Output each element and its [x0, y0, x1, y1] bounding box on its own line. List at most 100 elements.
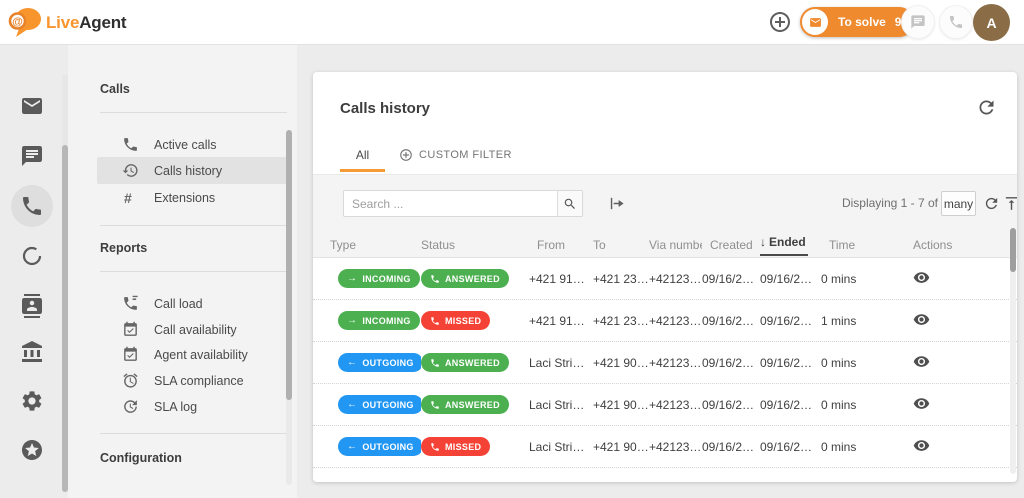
view-call-button[interactable]: [913, 437, 930, 454]
rail-bank-icon[interactable]: [20, 340, 44, 364]
top-bar: @ LiveAgent To solve 9 A: [0, 0, 1024, 45]
cell-ended: 09/16/2…: [760, 439, 813, 454]
rail-scrollbar-thumb[interactable]: [62, 145, 68, 492]
column-header-status[interactable]: Status: [421, 238, 456, 252]
avatar[interactable]: A: [973, 4, 1010, 41]
cell-time: 0 mins: [821, 271, 857, 286]
add-button[interactable]: [768, 10, 792, 34]
phone-icon: [430, 400, 440, 410]
search-button[interactable]: [557, 191, 582, 216]
phone-icon: [430, 274, 440, 284]
call-type-badge: ← OUTGOING: [338, 437, 421, 456]
eye-icon: [913, 269, 930, 286]
table-row[interactable]: → INCOMING ANSWERED +421 91… +421 23… +42…: [313, 258, 1017, 300]
plus-circle-icon: [399, 148, 413, 162]
cell-to: +421 90…: [593, 355, 649, 370]
sidebar-item-active-calls[interactable]: Active calls: [97, 131, 290, 158]
nav-scrollbar-thumb[interactable]: [286, 130, 292, 400]
column-header-type[interactable]: Type: [330, 238, 357, 252]
chats-button[interactable]: [901, 5, 935, 39]
rail-mail-icon[interactable]: [20, 94, 44, 118]
column-header-created[interactable]: Created: [710, 238, 753, 252]
eye-icon: [913, 311, 930, 328]
view-call-button[interactable]: [913, 269, 930, 286]
column-header-ended[interactable]: ↓ Ended: [760, 235, 821, 256]
nav-scrollbar[interactable]: [286, 130, 292, 485]
cell-created: 09/16/2…: [702, 355, 755, 370]
sidebar-item-agent-availability[interactable]: Agent availability: [97, 341, 290, 368]
liveagent-logo[interactable]: @ LiveAgent: [8, 6, 127, 39]
cell-time: 1 mins: [821, 313, 857, 328]
cell-created: 09/16/2…: [702, 313, 755, 328]
phone-icon: [430, 442, 440, 452]
rail-phone-icon[interactable]: [20, 194, 44, 218]
view-call-button[interactable]: [913, 395, 930, 412]
cell-time: 0 mins: [821, 355, 857, 370]
call-type-badge: ← OUTGOING: [338, 353, 421, 372]
table-body: → INCOMING ANSWERED +421 91… +421 23… +42…: [313, 258, 1017, 468]
cell-time: 0 mins: [821, 397, 857, 412]
cell-via: +42123…: [649, 271, 702, 286]
table-scrollbar[interactable]: [1010, 228, 1016, 474]
rail-chat-icon[interactable]: [20, 144, 44, 168]
tab-all[interactable]: All: [355, 148, 370, 162]
column-header-actions: Actions: [913, 238, 953, 252]
sidebar-item-calls-history[interactable]: Calls history: [97, 157, 290, 184]
call-status-badge: MISSED: [421, 311, 491, 330]
calendar-check-icon: [122, 321, 139, 338]
rail-contacts-icon[interactable]: [20, 294, 44, 318]
phone-load-icon: [122, 295, 139, 312]
forward-filter-icon[interactable]: [608, 195, 625, 212]
call-type-badge: → INCOMING: [338, 269, 420, 288]
cell-to: +421 23…: [593, 271, 649, 286]
calls-button[interactable]: [939, 5, 973, 39]
sort-desc-icon: ↓: [760, 234, 766, 249]
divider: [100, 271, 287, 272]
phone-icon: [430, 316, 440, 326]
cell-ended: 09/16/2…: [760, 397, 813, 412]
table-scrollbar-thumb[interactable]: [1010, 228, 1016, 272]
sidebar-item-extensions[interactable]: # Extensions: [124, 189, 216, 206]
cell-from: +421 91…: [529, 313, 585, 328]
total-count-box[interactable]: many: [941, 191, 976, 216]
sidebar-item-sla-log[interactable]: SLA log: [97, 393, 290, 420]
cell-via: +42123…: [649, 397, 702, 412]
view-call-button[interactable]: [913, 311, 930, 328]
table-toolbar: Displaying 1 - 7 of many: [313, 174, 1017, 258]
sidebar-item-call-load[interactable]: Call load: [97, 290, 290, 317]
divider: [100, 225, 287, 226]
to-solve-button[interactable]: To solve 9: [800, 7, 915, 37]
table-row[interactable]: ← OUTGOING MISSED Laci Stri… +421 90… +42…: [313, 426, 1017, 468]
call-type-badge: ← OUTGOING: [338, 395, 421, 414]
view-call-button[interactable]: [913, 353, 930, 370]
call-type-badge: → INCOMING: [338, 311, 420, 330]
history-icon: [122, 162, 139, 179]
divider: [100, 112, 287, 113]
cell-to: +421 23…: [593, 313, 649, 328]
cell-via: +42123…: [649, 313, 702, 328]
column-header-to[interactable]: To: [593, 238, 606, 252]
active-tab-underline: [340, 169, 385, 172]
sidebar-item-sla-compliance[interactable]: SLA compliance: [97, 367, 290, 394]
sidebar-item-call-availability[interactable]: Call availability: [97, 316, 290, 343]
column-header-via-number[interactable]: Via number: [649, 238, 702, 252]
refresh-icon[interactable]: [976, 97, 997, 118]
rail-gear-icon[interactable]: [20, 389, 44, 413]
column-header-from[interactable]: From: [537, 238, 565, 252]
table-row[interactable]: ← OUTGOING ANSWERED Laci Stri… +421 90… +…: [313, 342, 1017, 384]
rail-loop-icon[interactable]: [20, 244, 44, 268]
cell-created: 09/16/2…: [702, 271, 755, 286]
column-header-time[interactable]: Time: [829, 238, 856, 252]
rail-star-icon[interactable]: [20, 438, 44, 462]
eye-icon: [913, 395, 930, 412]
rail-scrollbar[interactable]: [62, 75, 68, 492]
grid-refresh-icon[interactable]: [983, 195, 1000, 212]
nav-heading-configuration: Configuration: [100, 451, 182, 465]
phone-icon: [948, 14, 964, 30]
table-row[interactable]: → INCOMING MISSED +421 91… +421 23… +4212…: [313, 300, 1017, 342]
nav-heading-reports: Reports: [100, 241, 148, 255]
table-row[interactable]: ← OUTGOING ANSWERED Laci Stri… +421 90… +…: [313, 384, 1017, 426]
scroll-to-top-icon[interactable]: [1003, 195, 1017, 212]
search-input[interactable]: [344, 191, 557, 216]
tab-custom-filter[interactable]: CUSTOM FILTER: [399, 148, 512, 162]
